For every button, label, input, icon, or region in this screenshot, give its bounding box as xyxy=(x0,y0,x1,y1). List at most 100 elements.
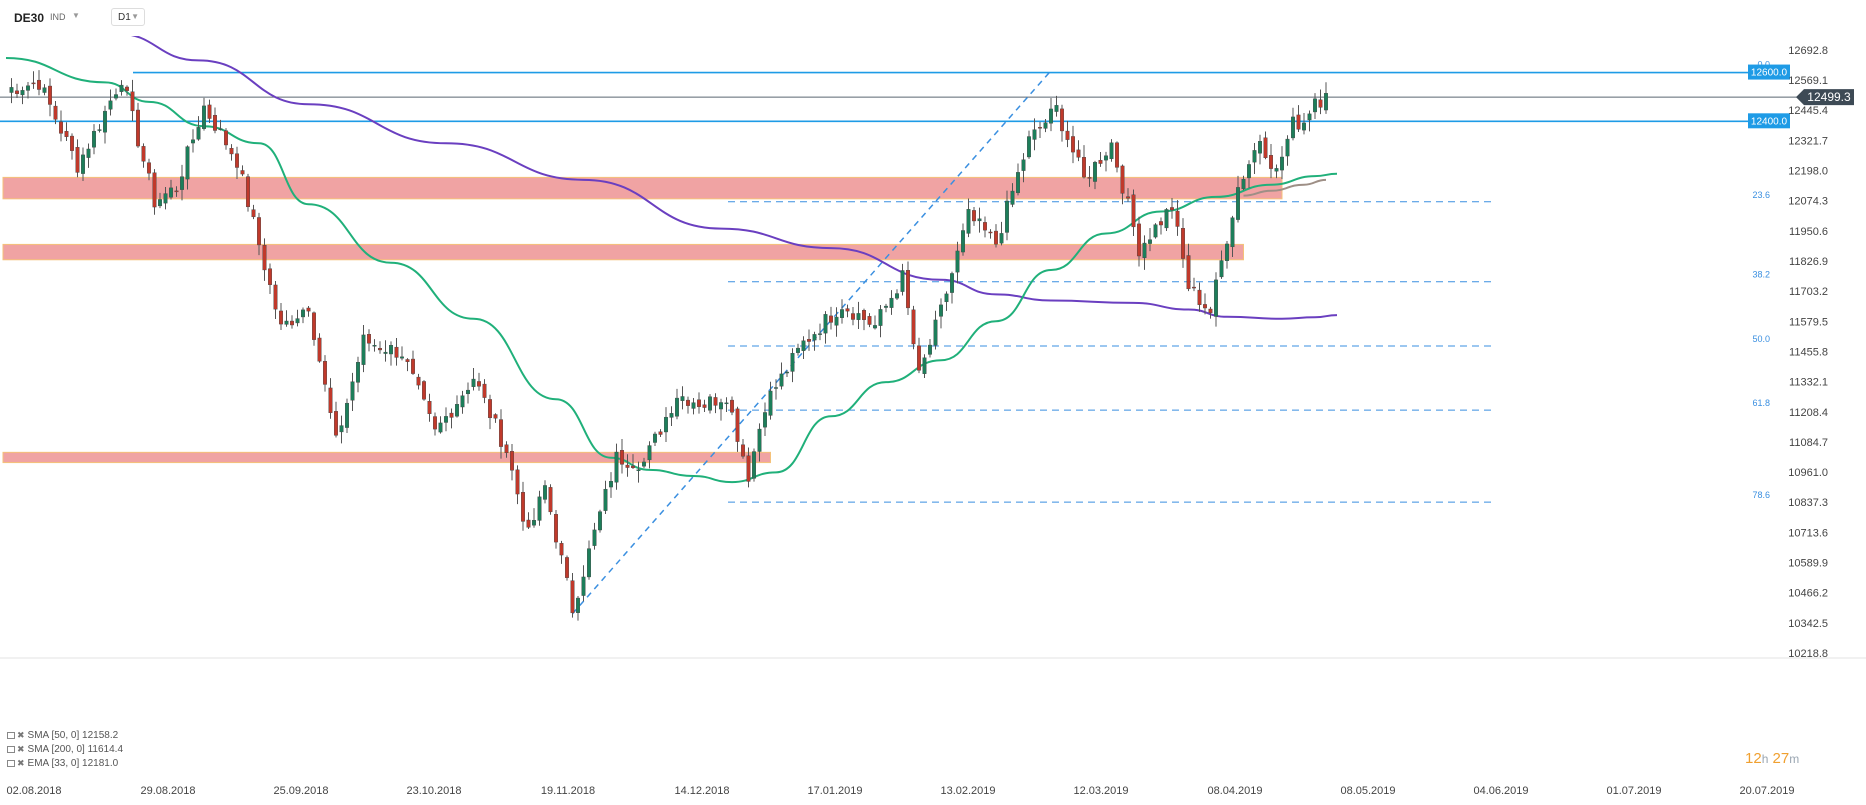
candle-bullish xyxy=(1312,98,1317,113)
y-tick-label: 11455.8 xyxy=(1789,346,1828,358)
indicator-sma50[interactable]: ✖ SMA [50, 0] 12158.2 xyxy=(7,730,118,741)
candle-bullish xyxy=(20,90,25,96)
candle-bearish xyxy=(135,109,140,147)
candle-bearish xyxy=(64,131,69,137)
timeframe-select[interactable]: D1 ▼ xyxy=(111,8,145,26)
candle-bullish xyxy=(1252,150,1257,163)
candle-bullish xyxy=(356,362,361,383)
candle-bearish xyxy=(223,130,228,146)
remove-indicator-icon[interactable]: ✖ xyxy=(17,744,25,754)
candle-bearish xyxy=(807,339,812,342)
current-price-label: 12499.3 xyxy=(1807,90,1851,104)
symbol-dropdown-icon[interactable]: ▼ xyxy=(72,11,80,20)
candle-bearish xyxy=(317,337,322,362)
candle-bearish xyxy=(124,86,129,91)
indicator-sma200[interactable]: ✖ SMA [200, 0] 11614.4 xyxy=(7,744,123,755)
candle-bearish xyxy=(713,397,718,406)
candle-bullish xyxy=(763,412,768,428)
candle-bearish xyxy=(1087,177,1092,179)
candle-bullish xyxy=(939,304,944,317)
candle-bearish xyxy=(334,411,339,436)
y-tick-label: 10466.2 xyxy=(1788,588,1828,600)
candle-bearish xyxy=(625,464,630,468)
candle-bearish xyxy=(851,313,856,320)
candle-bullish xyxy=(1032,129,1037,140)
candle-bearish xyxy=(1175,210,1180,227)
candle-bullish xyxy=(102,110,107,133)
candle-bullish xyxy=(444,416,449,423)
candle-bearish xyxy=(1076,149,1081,158)
x-tick-label: 20.07.2019 xyxy=(1739,785,1794,797)
candle-bearish xyxy=(141,146,146,162)
y-tick-label: 10961.0 xyxy=(1788,467,1828,479)
candle-bearish xyxy=(867,316,872,325)
candle-bullish xyxy=(163,193,168,204)
candle-bullish xyxy=(1109,142,1114,160)
candle-bullish xyxy=(944,293,949,303)
candle-bullish xyxy=(576,597,581,613)
candle-bullish xyxy=(1142,242,1147,259)
candle-bearish xyxy=(416,376,421,386)
candle-bullish xyxy=(400,356,405,359)
timeframe-value: D1 xyxy=(118,12,131,23)
candle-bullish xyxy=(42,87,47,93)
candle-bullish xyxy=(785,371,790,374)
candle-bullish xyxy=(301,309,306,318)
candle-bearish xyxy=(207,104,212,119)
candle-bullish xyxy=(790,353,795,372)
symbol-label[interactable]: DE30 xyxy=(14,11,45,25)
candle-bullish xyxy=(350,381,355,401)
candle-bullish xyxy=(543,485,548,500)
candle-bullish xyxy=(1147,239,1152,244)
candle-bearish xyxy=(988,231,993,234)
candle-bullish xyxy=(537,496,542,521)
candle-bullish xyxy=(757,428,762,452)
candle-bearish xyxy=(31,82,36,85)
candle-bearish xyxy=(14,90,19,94)
chevron-down-icon: ▼ xyxy=(131,12,139,21)
y-tick-label: 10837.3 xyxy=(1788,497,1828,509)
candle-bearish xyxy=(1065,130,1070,140)
y-tick-label: 11579.5 xyxy=(1789,316,1828,328)
candle-bullish xyxy=(653,433,658,443)
candle-bullish xyxy=(950,273,955,293)
candle-bullish xyxy=(724,402,729,405)
candle-bullish xyxy=(345,402,350,428)
candle-bearish xyxy=(1136,223,1141,257)
remove-indicator-icon[interactable]: ✖ xyxy=(17,758,25,768)
candle-bullish xyxy=(157,199,162,207)
countdown-hours-unit: h xyxy=(1761,752,1769,766)
candle-bearish xyxy=(367,334,372,344)
indicator-settings-icon[interactable] xyxy=(7,731,15,739)
candle-bearish xyxy=(510,451,515,471)
indicator-sma50-value: 12158.2 xyxy=(82,730,119,741)
candle-bearish xyxy=(1268,155,1273,169)
candle-bearish xyxy=(130,91,135,112)
price-chart[interactable]: 0.0 23.6 38.2 50.0 61.8 78.6 12600.0 12400.0 126… xyxy=(0,36,1866,805)
candle-bullish xyxy=(190,139,195,144)
fib-level-label: 0.0 xyxy=(1757,59,1770,69)
candle-bearish xyxy=(240,170,245,175)
candle-bullish xyxy=(609,481,614,488)
fib-level-label: 78.6 xyxy=(1752,490,1770,500)
candle-bearish xyxy=(1120,165,1125,194)
candle-bearish xyxy=(917,345,922,371)
candle-bearish xyxy=(565,557,570,578)
countdown-hours: 12 xyxy=(1745,750,1762,767)
remove-indicator-icon[interactable]: ✖ xyxy=(17,730,25,740)
candle-bullish xyxy=(719,402,724,410)
candle-bearish xyxy=(686,399,691,406)
indicator-settings-icon[interactable] xyxy=(7,759,15,767)
candle-bearish xyxy=(548,487,553,513)
indicator-ema33[interactable]: ✖ EMA [33, 0] 12181.0 xyxy=(7,758,118,769)
indicator-settings-icon[interactable] xyxy=(7,745,15,753)
candle-bearish xyxy=(174,190,179,193)
candle-bearish xyxy=(554,514,559,543)
candle-bearish xyxy=(1186,255,1191,290)
candle-bullish xyxy=(669,413,674,418)
y-tick-label: 11950.6 xyxy=(1789,226,1828,238)
candle-bullish xyxy=(878,309,883,326)
candle-bullish xyxy=(295,318,300,324)
x-tick-label: 13.02.2019 xyxy=(940,785,995,797)
candles xyxy=(9,70,1328,621)
